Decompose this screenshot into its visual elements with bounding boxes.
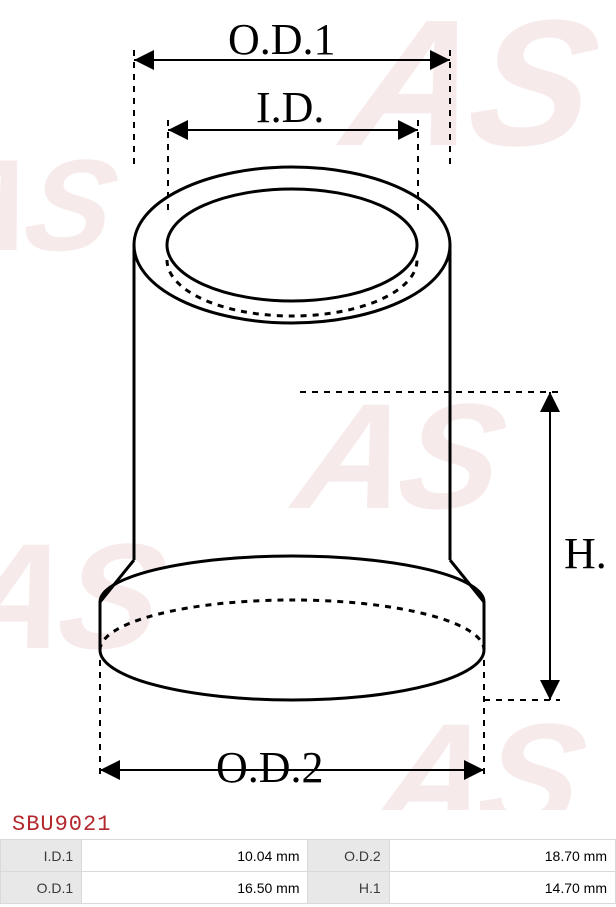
table-row: I.D.1 10.04 mm O.D.2 18.70 mm xyxy=(1,840,616,872)
part-code: SBU9021 xyxy=(0,810,616,839)
table-row: O.D.1 16.50 mm H.1 14.70 mm xyxy=(1,872,616,904)
spec-value: 10.04 mm xyxy=(82,840,308,872)
spec-value: 16.50 mm xyxy=(82,872,308,904)
spec-label: O.D.1 xyxy=(1,872,82,904)
bushing-diagram: AS AS AS AS AS xyxy=(0,0,616,810)
spec-label: O.D.2 xyxy=(308,840,389,872)
spec-label: I.D.1 xyxy=(1,840,82,872)
page-root: AS AS AS AS AS xyxy=(0,0,616,904)
dim-label-id: I.D. xyxy=(256,82,324,133)
spec-label: H.1 xyxy=(308,872,389,904)
spec-value: 14.70 mm xyxy=(389,872,615,904)
spec-value: 18.70 mm xyxy=(389,840,615,872)
dim-label-od2: O.D.2 xyxy=(216,742,324,793)
dim-label-od1: O.D.1 xyxy=(228,14,336,65)
dim-label-height: H. xyxy=(564,528,607,579)
spec-table: I.D.1 10.04 mm O.D.2 18.70 mm O.D.1 16.5… xyxy=(0,839,616,904)
